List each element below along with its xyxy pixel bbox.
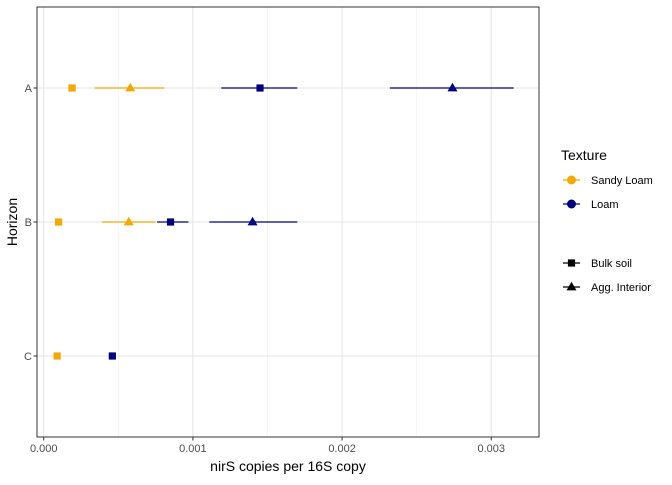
data-point-sandy-loam-agg-interior-a — [125, 82, 136, 92]
legend: Texture Sandy Loam Loam Bulk soil Agg. Int… — [561, 147, 653, 294]
x-axis-title: nirS copies per 16S copy — [210, 458, 366, 474]
data-point-sandy-loam-bulk-soil-a — [68, 84, 76, 92]
legend-label-sandy-loam: Sandy Loam — [591, 175, 653, 187]
axis-layer: 0.000 0.001 0.002 0.003 A B C — [24, 83, 505, 455]
legend-key-circle — [567, 199, 576, 209]
x-tick-label: 0.002 — [328, 443, 356, 455]
legend-title: Texture — [561, 147, 607, 163]
y-tick-label: C — [24, 351, 32, 363]
data-point-sandy-loam-bulk-soil-b — [55, 218, 63, 226]
x-tick-label: 0.000 — [30, 443, 58, 455]
data-point-loam-bulk-soil-b — [166, 218, 175, 226]
x-tick-label: 0.001 — [179, 443, 207, 455]
y-tick-label: B — [25, 217, 32, 229]
data-point-sandy-loam-agg-interior-b — [123, 216, 134, 226]
series-layer — [53, 82, 514, 360]
data-point-loam-agg-interior-b — [247, 216, 258, 226]
legend-label-bulk-soil: Bulk soil — [591, 258, 632, 270]
legend-key-circle — [567, 175, 576, 185]
x-tick-label: 0.003 — [477, 443, 505, 455]
y-axis-title: Horizon — [4, 198, 20, 246]
y-tick-label: A — [25, 83, 33, 95]
legend-shape-entries: Bulk soil Agg. Interior — [563, 258, 651, 294]
legend-color-entries: Sandy Loam Loam — [563, 175, 653, 211]
legend-label-agg-interior: Agg. Interior — [591, 282, 651, 294]
legend-key-shape — [567, 259, 576, 267]
legend-label-loam: Loam — [591, 199, 619, 211]
data-point-loam-bulk-soil-c — [108, 352, 116, 360]
data-point-sandy-loam-bulk-soil-c — [53, 352, 61, 360]
data-point-loam-bulk-soil-a — [256, 84, 264, 92]
legend-key-shape — [566, 281, 577, 291]
data-point-loam-agg-interior-a — [447, 82, 458, 92]
